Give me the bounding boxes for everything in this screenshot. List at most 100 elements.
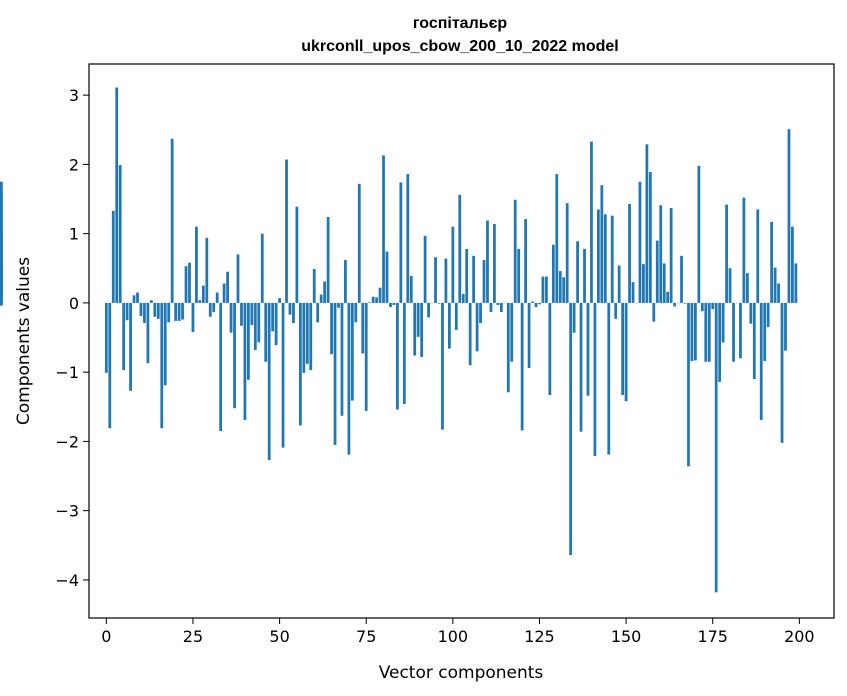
bar xyxy=(240,302,243,326)
y-tick-label: −2 xyxy=(55,432,79,451)
bar xyxy=(333,302,337,445)
bar xyxy=(545,276,548,303)
bar xyxy=(787,129,791,303)
bar xyxy=(188,262,191,303)
x-tick-label: 200 xyxy=(784,627,815,646)
y-tick-label: 3 xyxy=(69,86,79,105)
bar xyxy=(725,204,728,303)
bar xyxy=(454,302,458,330)
bar xyxy=(475,302,479,352)
bar xyxy=(538,302,541,305)
bar xyxy=(690,302,694,362)
bar xyxy=(243,302,247,420)
x-tick-label: 100 xyxy=(438,627,469,646)
bar xyxy=(513,199,517,303)
y-tick-label: 2 xyxy=(69,155,79,174)
bar xyxy=(479,302,482,323)
bar xyxy=(389,302,392,308)
bar xyxy=(520,302,524,431)
bar xyxy=(541,276,545,303)
bar xyxy=(347,302,351,455)
bar xyxy=(506,302,510,393)
bar xyxy=(683,302,687,304)
x-tick-label: 0 xyxy=(101,627,111,646)
bar xyxy=(413,302,417,356)
bar xyxy=(323,281,327,303)
x-tick-label: 175 xyxy=(697,627,728,646)
bar xyxy=(496,302,500,305)
bar xyxy=(312,268,316,303)
bar xyxy=(253,302,257,350)
bar xyxy=(229,302,233,333)
bar xyxy=(680,255,683,303)
bar xyxy=(132,295,136,303)
y-axis-label: Components values xyxy=(14,257,34,425)
bar xyxy=(368,302,372,303)
bar xyxy=(184,266,188,303)
bar xyxy=(700,302,704,312)
bar xyxy=(583,248,586,303)
bar xyxy=(777,283,780,303)
bar xyxy=(201,285,205,303)
bar xyxy=(638,181,642,303)
bar xyxy=(427,302,430,318)
bar xyxy=(558,271,562,303)
bar xyxy=(174,302,178,321)
bar xyxy=(309,302,313,371)
bar xyxy=(181,302,184,320)
bar xyxy=(288,302,292,315)
bar xyxy=(756,209,760,303)
bar xyxy=(590,141,593,303)
bar xyxy=(278,298,281,303)
bar xyxy=(434,257,437,303)
bar xyxy=(444,258,448,303)
bar xyxy=(659,205,663,303)
bar xyxy=(579,302,583,432)
bar xyxy=(714,302,718,593)
bar xyxy=(531,301,534,303)
x-tick-label: 50 xyxy=(269,627,289,646)
bar xyxy=(264,302,268,362)
bar xyxy=(551,244,555,303)
bar xyxy=(711,302,715,310)
bar xyxy=(770,221,774,303)
bar xyxy=(319,294,323,303)
bar xyxy=(378,287,382,303)
bar xyxy=(600,185,604,303)
bar xyxy=(596,209,600,303)
bar xyxy=(576,241,579,303)
bar xyxy=(759,302,763,420)
bar xyxy=(766,302,770,328)
x-axis-label: Vector components xyxy=(379,663,544,683)
bar xyxy=(642,264,645,303)
bar xyxy=(499,302,503,312)
bar xyxy=(631,282,635,303)
bar xyxy=(794,263,798,303)
bar xyxy=(673,302,676,307)
bar xyxy=(791,226,794,303)
bar xyxy=(177,302,181,321)
bar xyxy=(247,302,250,380)
bar xyxy=(382,155,385,303)
bar xyxy=(572,302,576,333)
y-tick-label: 0 xyxy=(69,294,79,313)
bar xyxy=(402,302,406,405)
bar xyxy=(361,302,365,354)
bar xyxy=(465,248,469,303)
y-tick-label: −3 xyxy=(55,502,79,521)
bar xyxy=(104,302,108,373)
bar xyxy=(527,302,531,369)
bar xyxy=(763,302,767,362)
bar xyxy=(354,302,358,323)
plot-frame xyxy=(88,63,835,619)
bar xyxy=(437,302,441,304)
x-tick-label: 75 xyxy=(356,627,376,646)
bar xyxy=(222,283,226,303)
x-ticks: 0 25 50 75 100 125 150 175 200 xyxy=(101,618,815,646)
bar xyxy=(208,302,212,317)
bar xyxy=(163,302,167,386)
bar xyxy=(565,203,569,303)
bar xyxy=(298,302,302,426)
bar xyxy=(749,302,753,324)
